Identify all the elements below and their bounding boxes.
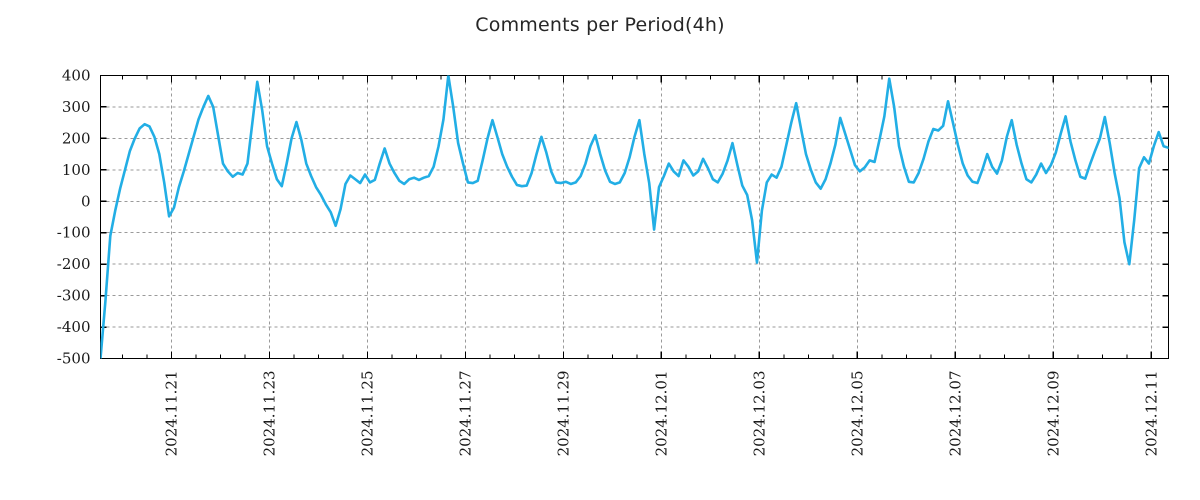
xtick-label: 2024.11.25 (359, 371, 377, 457)
xtick-label: 2024.12.01 (652, 371, 670, 457)
xtick-label: 2024.11.23 (261, 371, 279, 457)
xtick-label: 2024.12.05 (848, 371, 866, 457)
ytick-label: 0 (81, 192, 91, 210)
ytick-label: 400 (62, 67, 91, 85)
tick-layer (100, 74, 1169, 360)
ytick-label: 300 (62, 98, 91, 116)
ytick-label: -300 (57, 287, 91, 305)
grid-layer (100, 75, 1169, 359)
ytick-label: 100 (62, 161, 91, 179)
ytick-label: -500 (57, 350, 91, 368)
xtick-label: 2024.12.09 (1044, 371, 1062, 457)
series-line-comments-per-period (100, 75, 1169, 359)
ytick-label: -100 (57, 224, 91, 242)
page-title: Comments per Period(4h) (475, 14, 725, 36)
xtick-label: 2024.12.07 (946, 371, 964, 457)
ytick-label: 200 (62, 129, 91, 147)
xtick-label: 2024.11.29 (554, 371, 572, 457)
xtick-label: 2024.12.11 (1142, 371, 1160, 457)
xtick-label: 2024.11.21 (163, 371, 181, 457)
xtick-label: 2024.12.03 (750, 371, 768, 457)
ytick-label-group: 400 300 200 100 0 -100 -200 -300 -400 -500 (57, 67, 91, 368)
xtick-label: 2024.11.27 (456, 371, 474, 457)
ytick-label: -400 (57, 318, 91, 336)
xtick-label-group: 2024.11.21 2024.11.23 2024.11.25 2024.11.27… (163, 371, 1161, 457)
ytick-label: -200 (57, 255, 91, 273)
plot-frame (99, 74, 1170, 360)
